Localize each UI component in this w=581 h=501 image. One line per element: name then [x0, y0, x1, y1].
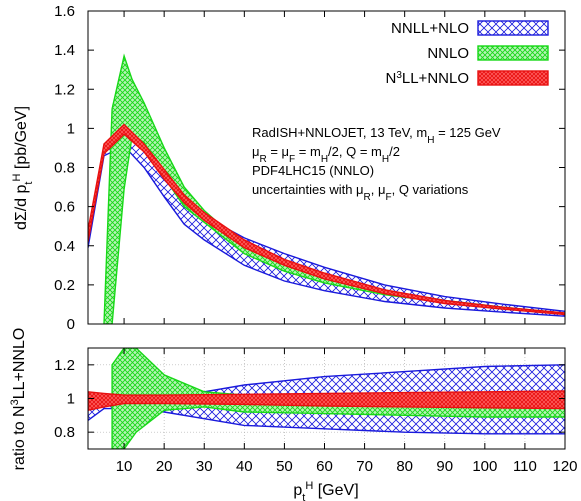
legend-swatch-nnll-nlo	[477, 20, 549, 36]
main-y-tick-label: 0.4	[54, 238, 75, 255]
x-tick-label: 50	[276, 458, 293, 475]
main-y-tick-label: 0.8	[54, 160, 75, 177]
ratio-x-ticks: 10 20 30 40 50 60 70 80 90 100 110 120	[116, 348, 578, 475]
main-panel: 0 0.2 0.4 0.6 0.8 1 1.2 1.4 1.6 dΣ/d ptH [pb/GeV…	[11, 3, 566, 333]
ratio-y-axis-label: ratio to N3LL+NNLO	[9, 328, 28, 471]
x-tick-label: 80	[396, 458, 413, 475]
x-tick-label: 30	[196, 458, 213, 475]
ratio-y-ticks: 0.8 1 1.2	[54, 357, 565, 441]
x-tick-label: 10	[116, 458, 133, 475]
main-y-tick-label: 1	[67, 120, 75, 137]
x-axis-label: ptH [GeV]	[293, 480, 358, 501]
main-y-tick-label: 0.6	[54, 199, 75, 216]
ratio-panel: 0.8 1 1.2 10 20 30 40 50 60 70 80 90 100 110 120 rati…	[9, 328, 578, 501]
main-x-ticks	[123, 11, 566, 324]
annotation-line: RadISH+NNLOJET, 13 TeV, mH = 125 GeV	[252, 125, 501, 146]
annotation-line: μR = μF = mH/2, Q = mH/2	[252, 144, 400, 165]
x-tick-label: 100	[472, 458, 497, 475]
x-tick-label: 20	[156, 458, 173, 475]
main-y-tick-label: 0	[67, 316, 75, 333]
x-tick-label: 120	[552, 458, 577, 475]
main-y-axis-label: dΣ/d ptH [pb/GeV]	[11, 106, 35, 230]
ratio-y-tick-label: 0.8	[54, 424, 75, 441]
x-tick-label: 60	[316, 458, 333, 475]
main-y-ticks: 0 0.2 0.4 0.6 0.8 1 1.2 1.4 1.6	[54, 3, 565, 333]
x-tick-label: 110	[513, 458, 537, 475]
main-bands	[88, 53, 565, 324]
ratio-y-tick-label: 1	[67, 391, 75, 408]
legend-swatch-nnlo	[477, 45, 549, 61]
main-y-tick-label: 1.2	[54, 81, 75, 98]
main-band-n-3ll-nnlo	[88, 123, 565, 316]
annotation-line: uncertainties with μR, μF, Q variations	[252, 182, 469, 203]
x-tick-label: 40	[236, 458, 253, 475]
ratio-band-n-3ll-nnlo	[88, 390, 565, 412]
x-tick-label: 90	[436, 458, 453, 475]
annotation-line: PDF4LHC15 (NNLO)	[252, 163, 374, 178]
ratio-y-tick-label: 1.2	[54, 357, 75, 374]
legend-label-n-3ll-nnlo: N3LL+NNLO	[385, 70, 469, 88]
legend: NNLL+NLO NNLO N3LL+NNLO	[385, 20, 549, 88]
ratio-bands	[88, 348, 565, 449]
legend-label-nnlo: NNLO	[427, 45, 469, 62]
main-y-tick-label: 1.6	[54, 3, 75, 20]
x-tick-label: 70	[356, 458, 373, 475]
legend-label-nnll-nlo: NNLL+NLO	[391, 20, 469, 37]
main-y-tick-label: 1.4	[54, 42, 75, 59]
main-y-tick-label: 0.2	[54, 277, 75, 294]
legend-swatch-n-3ll-nnlo	[477, 70, 549, 86]
